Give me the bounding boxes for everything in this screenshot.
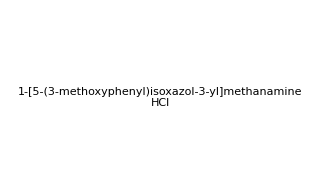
Text: 1-[5-(3-methoxyphenyl)isoxazol-3-yl]methanamine
HCl: 1-[5-(3-methoxyphenyl)isoxazol-3-yl]meth… [18, 87, 303, 108]
